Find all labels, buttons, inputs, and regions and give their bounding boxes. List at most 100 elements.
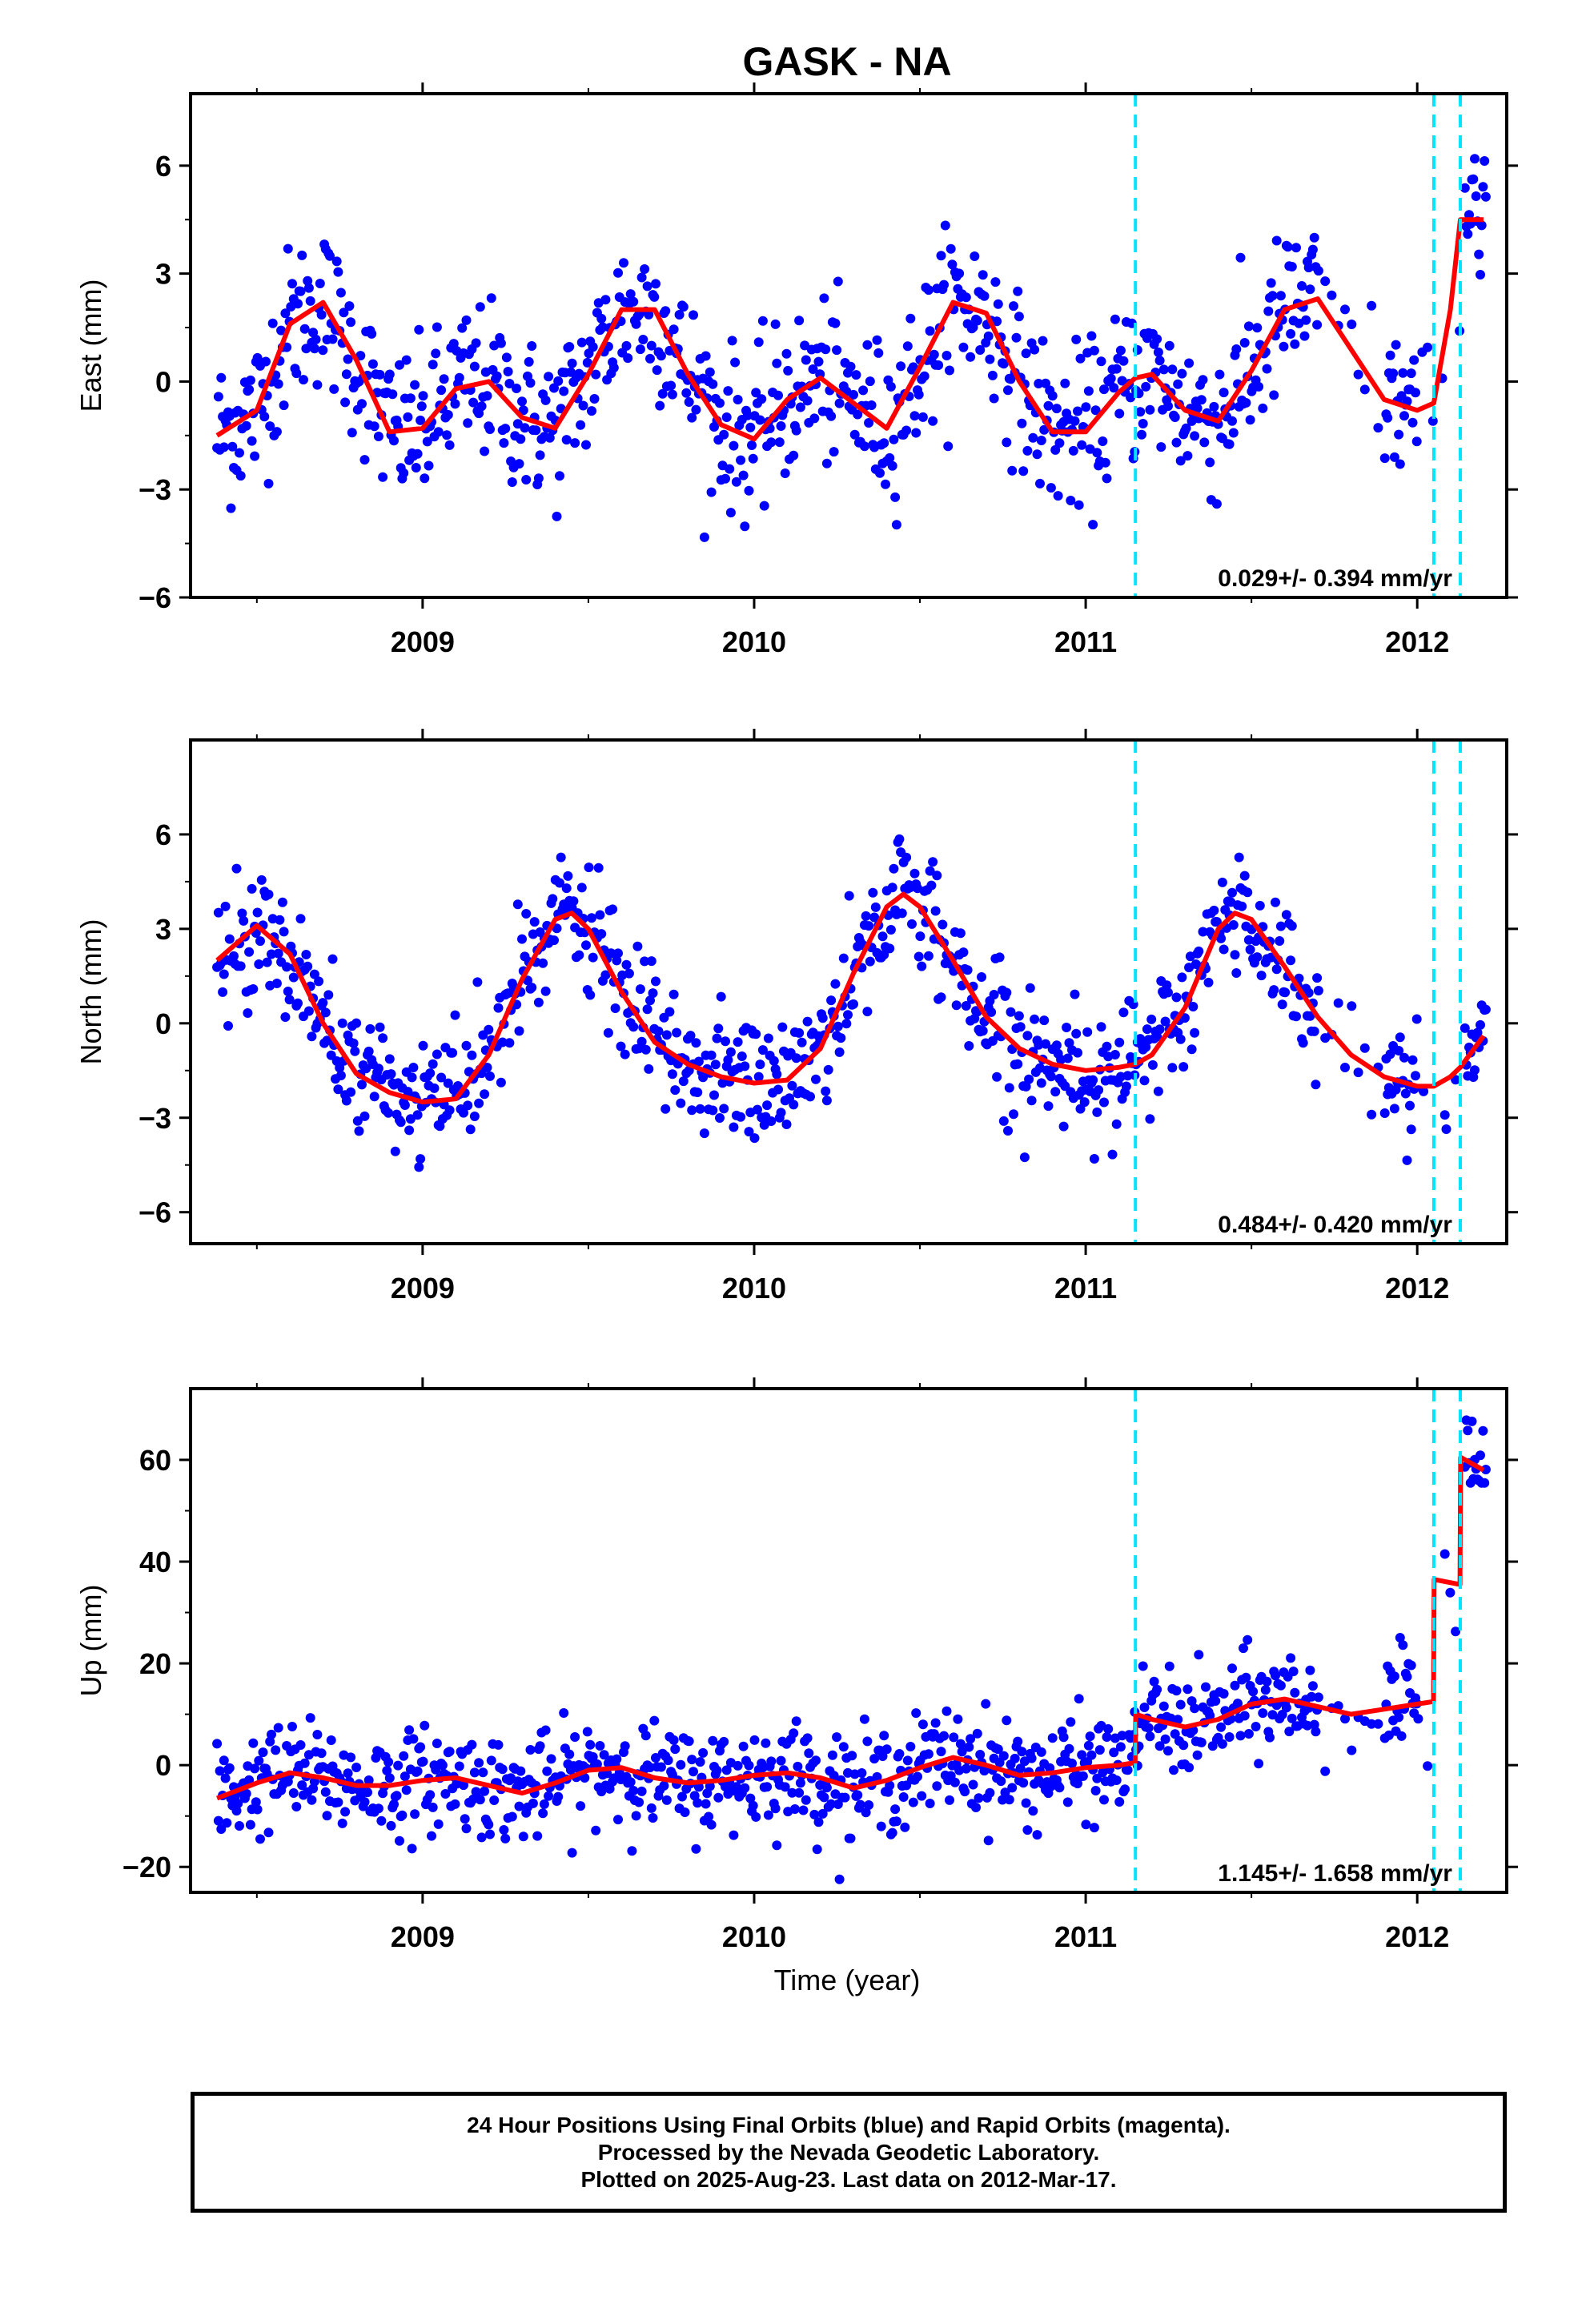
data-point (404, 1125, 415, 1136)
data-point (1017, 418, 1027, 428)
data-point (1333, 998, 1343, 1008)
data-point (876, 1821, 886, 1831)
data-point (1411, 1071, 1420, 1081)
data-point (847, 1751, 857, 1761)
data-point (1391, 340, 1401, 350)
data-point (354, 1126, 364, 1136)
data-point (532, 1831, 543, 1841)
data-point (881, 1744, 892, 1755)
data-point (889, 863, 899, 874)
data-point (1186, 1696, 1197, 1707)
data-point (879, 1731, 889, 1741)
data-point (657, 388, 668, 399)
data-point (701, 1799, 711, 1809)
data-point (1203, 977, 1214, 987)
data-point (1245, 415, 1255, 425)
data-point (757, 394, 767, 404)
data-point (955, 928, 966, 939)
data-point (896, 361, 906, 372)
data-point (493, 1739, 504, 1750)
data-point (1175, 456, 1186, 466)
data-point (795, 402, 805, 412)
data-point (881, 479, 890, 489)
data-point (326, 1735, 336, 1745)
data-point (405, 393, 416, 404)
data-point (827, 1750, 837, 1760)
panel-frame (189, 1387, 1508, 1894)
data-point (320, 1787, 331, 1797)
data-point (1476, 1450, 1485, 1461)
data-point (834, 398, 845, 408)
data-point (1406, 1124, 1416, 1135)
data-point (1279, 341, 1289, 352)
data-point (1066, 1717, 1076, 1727)
data-point (301, 950, 311, 959)
data-point (549, 935, 559, 946)
data-point (804, 1748, 814, 1759)
data-point (1068, 445, 1078, 456)
data-point (757, 316, 768, 326)
x-tick-label: 2009 (391, 1920, 455, 1953)
data-point (1385, 350, 1395, 360)
data-point (695, 1757, 705, 1767)
data-point (1022, 1825, 1033, 1835)
data-point (291, 368, 302, 379)
data-point (749, 1735, 760, 1745)
data-point (255, 1834, 265, 1844)
data-point (1184, 1763, 1195, 1773)
data-point (1441, 1124, 1452, 1134)
data-point (559, 1708, 569, 1718)
data-point (1215, 369, 1225, 380)
data-point (1094, 1745, 1105, 1755)
data-point (729, 1122, 739, 1132)
data-point (436, 1072, 447, 1083)
data-point (518, 1831, 528, 1842)
data-point (729, 440, 739, 451)
data-point (248, 1738, 259, 1748)
y-axis-label: East (mm) (74, 279, 107, 412)
data-point (323, 990, 334, 1000)
data-point (1478, 1425, 1488, 1436)
data-point (838, 953, 849, 963)
data-point (961, 292, 971, 303)
data-point (580, 1773, 590, 1783)
data-point (877, 931, 888, 942)
data-point (861, 911, 871, 921)
data-point (797, 1037, 807, 1047)
data-point (463, 1100, 473, 1111)
data-point (273, 1723, 283, 1733)
data-point (1014, 312, 1024, 322)
data-point (966, 352, 976, 362)
data-point (1286, 955, 1296, 966)
data-point (864, 418, 874, 428)
data-point (1096, 1022, 1106, 1032)
data-point (1030, 344, 1040, 355)
data-point (1071, 1028, 1082, 1039)
data-point (755, 415, 765, 425)
data-point (1003, 385, 1013, 396)
data-point (1347, 320, 1357, 329)
data-point (390, 1146, 400, 1156)
data-point (813, 356, 824, 367)
data-point (1373, 1719, 1383, 1729)
data-point (1303, 1720, 1312, 1731)
data-point (347, 428, 357, 438)
data-point (1111, 1119, 1122, 1129)
data-point (574, 950, 584, 960)
data-point (1327, 290, 1337, 300)
data-point (331, 256, 342, 267)
data-point (1053, 491, 1063, 501)
data-point (761, 1738, 771, 1748)
data-point (518, 405, 528, 416)
data-point (925, 866, 935, 876)
data-point (1383, 1730, 1394, 1740)
data-point (397, 1810, 408, 1820)
data-point (287, 1722, 297, 1731)
data-point (759, 501, 769, 511)
data-point (674, 310, 685, 320)
data-point (908, 1797, 918, 1807)
data-point (795, 1778, 805, 1788)
data-point (719, 429, 729, 440)
data-point (363, 1046, 374, 1056)
data-point (612, 1754, 622, 1764)
